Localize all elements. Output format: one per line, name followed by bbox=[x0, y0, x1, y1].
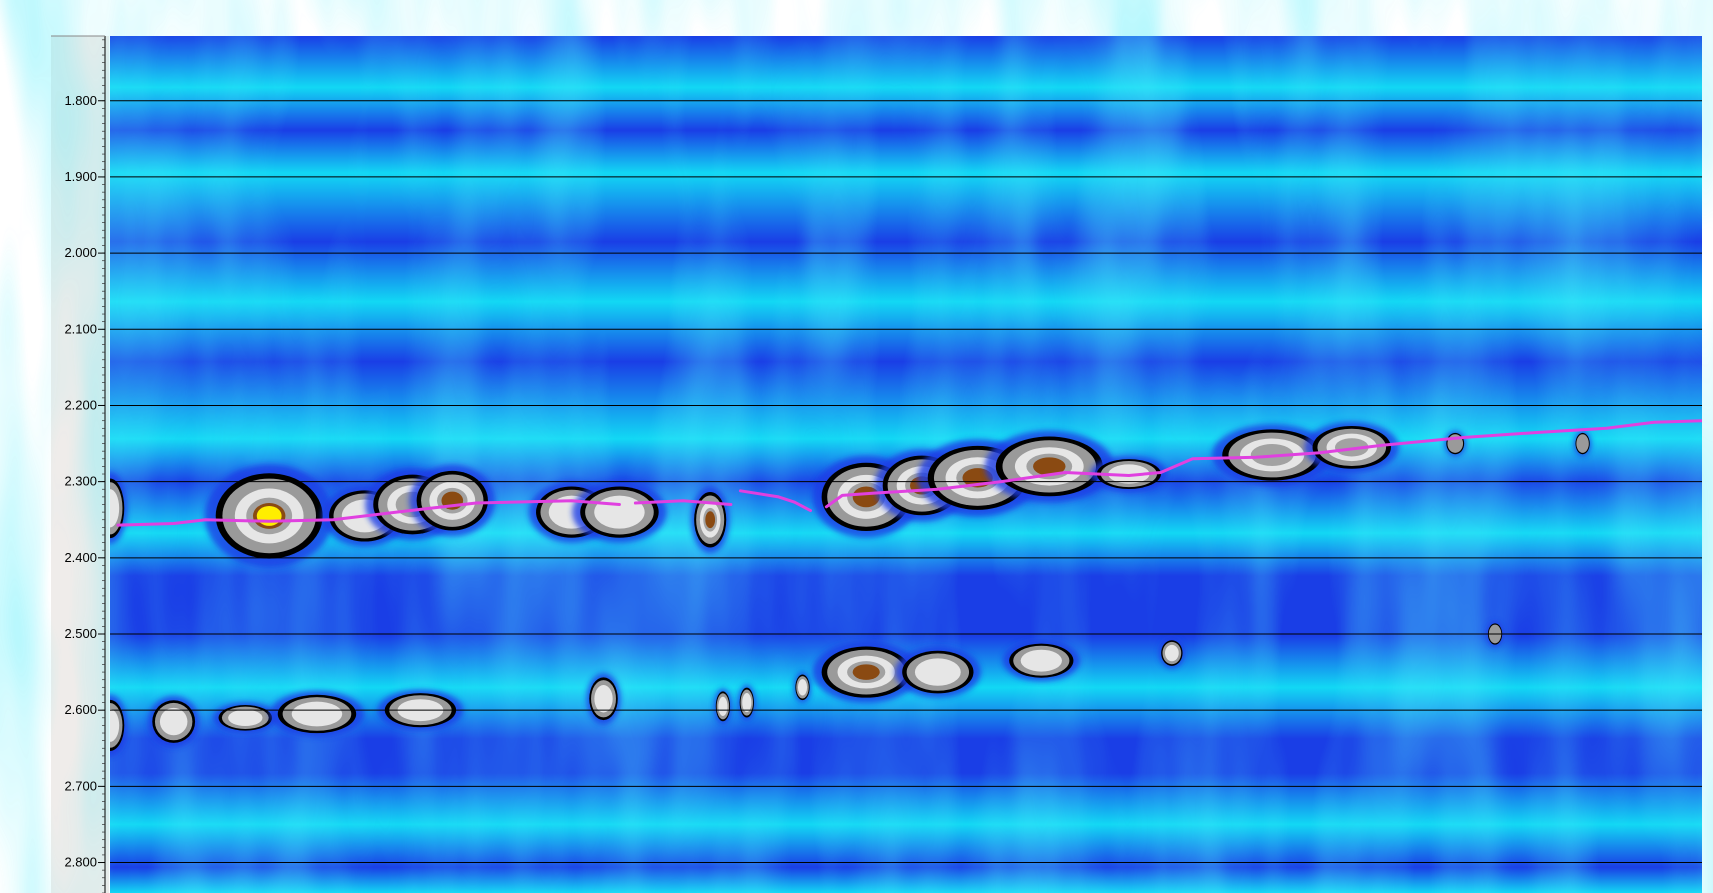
anomaly-27 bbox=[894, 646, 981, 698]
axis-panel bbox=[51, 36, 109, 893]
y-tick-label-2: 2.000 bbox=[64, 245, 97, 260]
y-tick-label-1: 1.900 bbox=[64, 169, 97, 184]
anomaly-4 bbox=[409, 464, 496, 537]
anomaly-26-ring-5 bbox=[852, 664, 880, 680]
anomaly-0 bbox=[110, 472, 128, 545]
anomaly-28 bbox=[1002, 640, 1081, 682]
anomaly-23-ring-3 bbox=[718, 696, 728, 716]
anomaly-15 bbox=[1444, 430, 1466, 457]
y-tick-label-7: 2.500 bbox=[64, 626, 97, 641]
anomaly-25 bbox=[793, 671, 812, 703]
anomaly-16 bbox=[1574, 430, 1592, 457]
anomaly-17-ring-3 bbox=[110, 708, 120, 742]
horizon-segment-1 bbox=[633, 499, 733, 506]
y-tick-label-10: 2.800 bbox=[64, 855, 97, 870]
anomaly-7 bbox=[690, 486, 730, 554]
anomaly-24 bbox=[738, 684, 756, 721]
horizon-segment-2 bbox=[738, 489, 812, 513]
anomaly-18 bbox=[147, 695, 200, 748]
anomaly-20-ring-3 bbox=[291, 701, 343, 727]
y-tick-label-3: 2.100 bbox=[64, 321, 97, 336]
anomaly-24-ring-3 bbox=[742, 692, 752, 713]
anomaly-11-ring-5 bbox=[1033, 457, 1066, 476]
anomaly-29-ring-3 bbox=[1164, 644, 1179, 662]
anomaly-1-ring-6 bbox=[256, 506, 282, 526]
y-tick-label-8: 2.600 bbox=[64, 702, 97, 717]
anomaly-1 bbox=[204, 464, 334, 568]
y-tick-label-9: 2.700 bbox=[64, 778, 97, 793]
horizon-line bbox=[116, 419, 1702, 527]
anomaly-18-ring-3 bbox=[159, 707, 188, 736]
anomaly-23 bbox=[714, 688, 732, 725]
gridlines bbox=[110, 100, 1702, 864]
horizon-segment-3 bbox=[824, 419, 1702, 509]
anomaly-0-ring-3 bbox=[110, 489, 120, 528]
anomaly-14 bbox=[1304, 421, 1400, 474]
anomaly-7-ring-5 bbox=[705, 511, 716, 529]
anomaly-14-ring-4 bbox=[1334, 438, 1369, 457]
y-axis: 1.800 1.900 2.000 2.100 2.200 2.300 2.400 2.500… bbox=[51, 35, 106, 893]
anomaly-27-ring-3 bbox=[914, 658, 961, 686]
anomaly-16-ring-2 bbox=[1576, 434, 1589, 453]
anomaly-28-ring-3 bbox=[1020, 649, 1062, 672]
anomaly-6-ring-3 bbox=[594, 495, 645, 529]
anomaly-20 bbox=[269, 690, 365, 738]
y-tick-label-0: 1.800 bbox=[64, 93, 97, 108]
anomaly-22 bbox=[586, 673, 621, 725]
anomaly-6 bbox=[572, 481, 667, 543]
y-tick-label-5: 2.300 bbox=[64, 474, 97, 489]
plot-area bbox=[110, 36, 1702, 893]
y-tick-label-4: 2.200 bbox=[64, 397, 97, 412]
anomaly-19-ring-3 bbox=[228, 709, 263, 727]
anomaly-26 bbox=[812, 641, 920, 703]
anomaly-22-ring-3 bbox=[594, 685, 613, 713]
y-tick-label-6: 2.400 bbox=[64, 550, 97, 565]
horizon-segment-0 bbox=[116, 499, 621, 527]
anomaly-29 bbox=[1158, 637, 1185, 669]
anomaly-19 bbox=[213, 702, 278, 734]
anomaly-25-ring-3 bbox=[797, 679, 808, 696]
